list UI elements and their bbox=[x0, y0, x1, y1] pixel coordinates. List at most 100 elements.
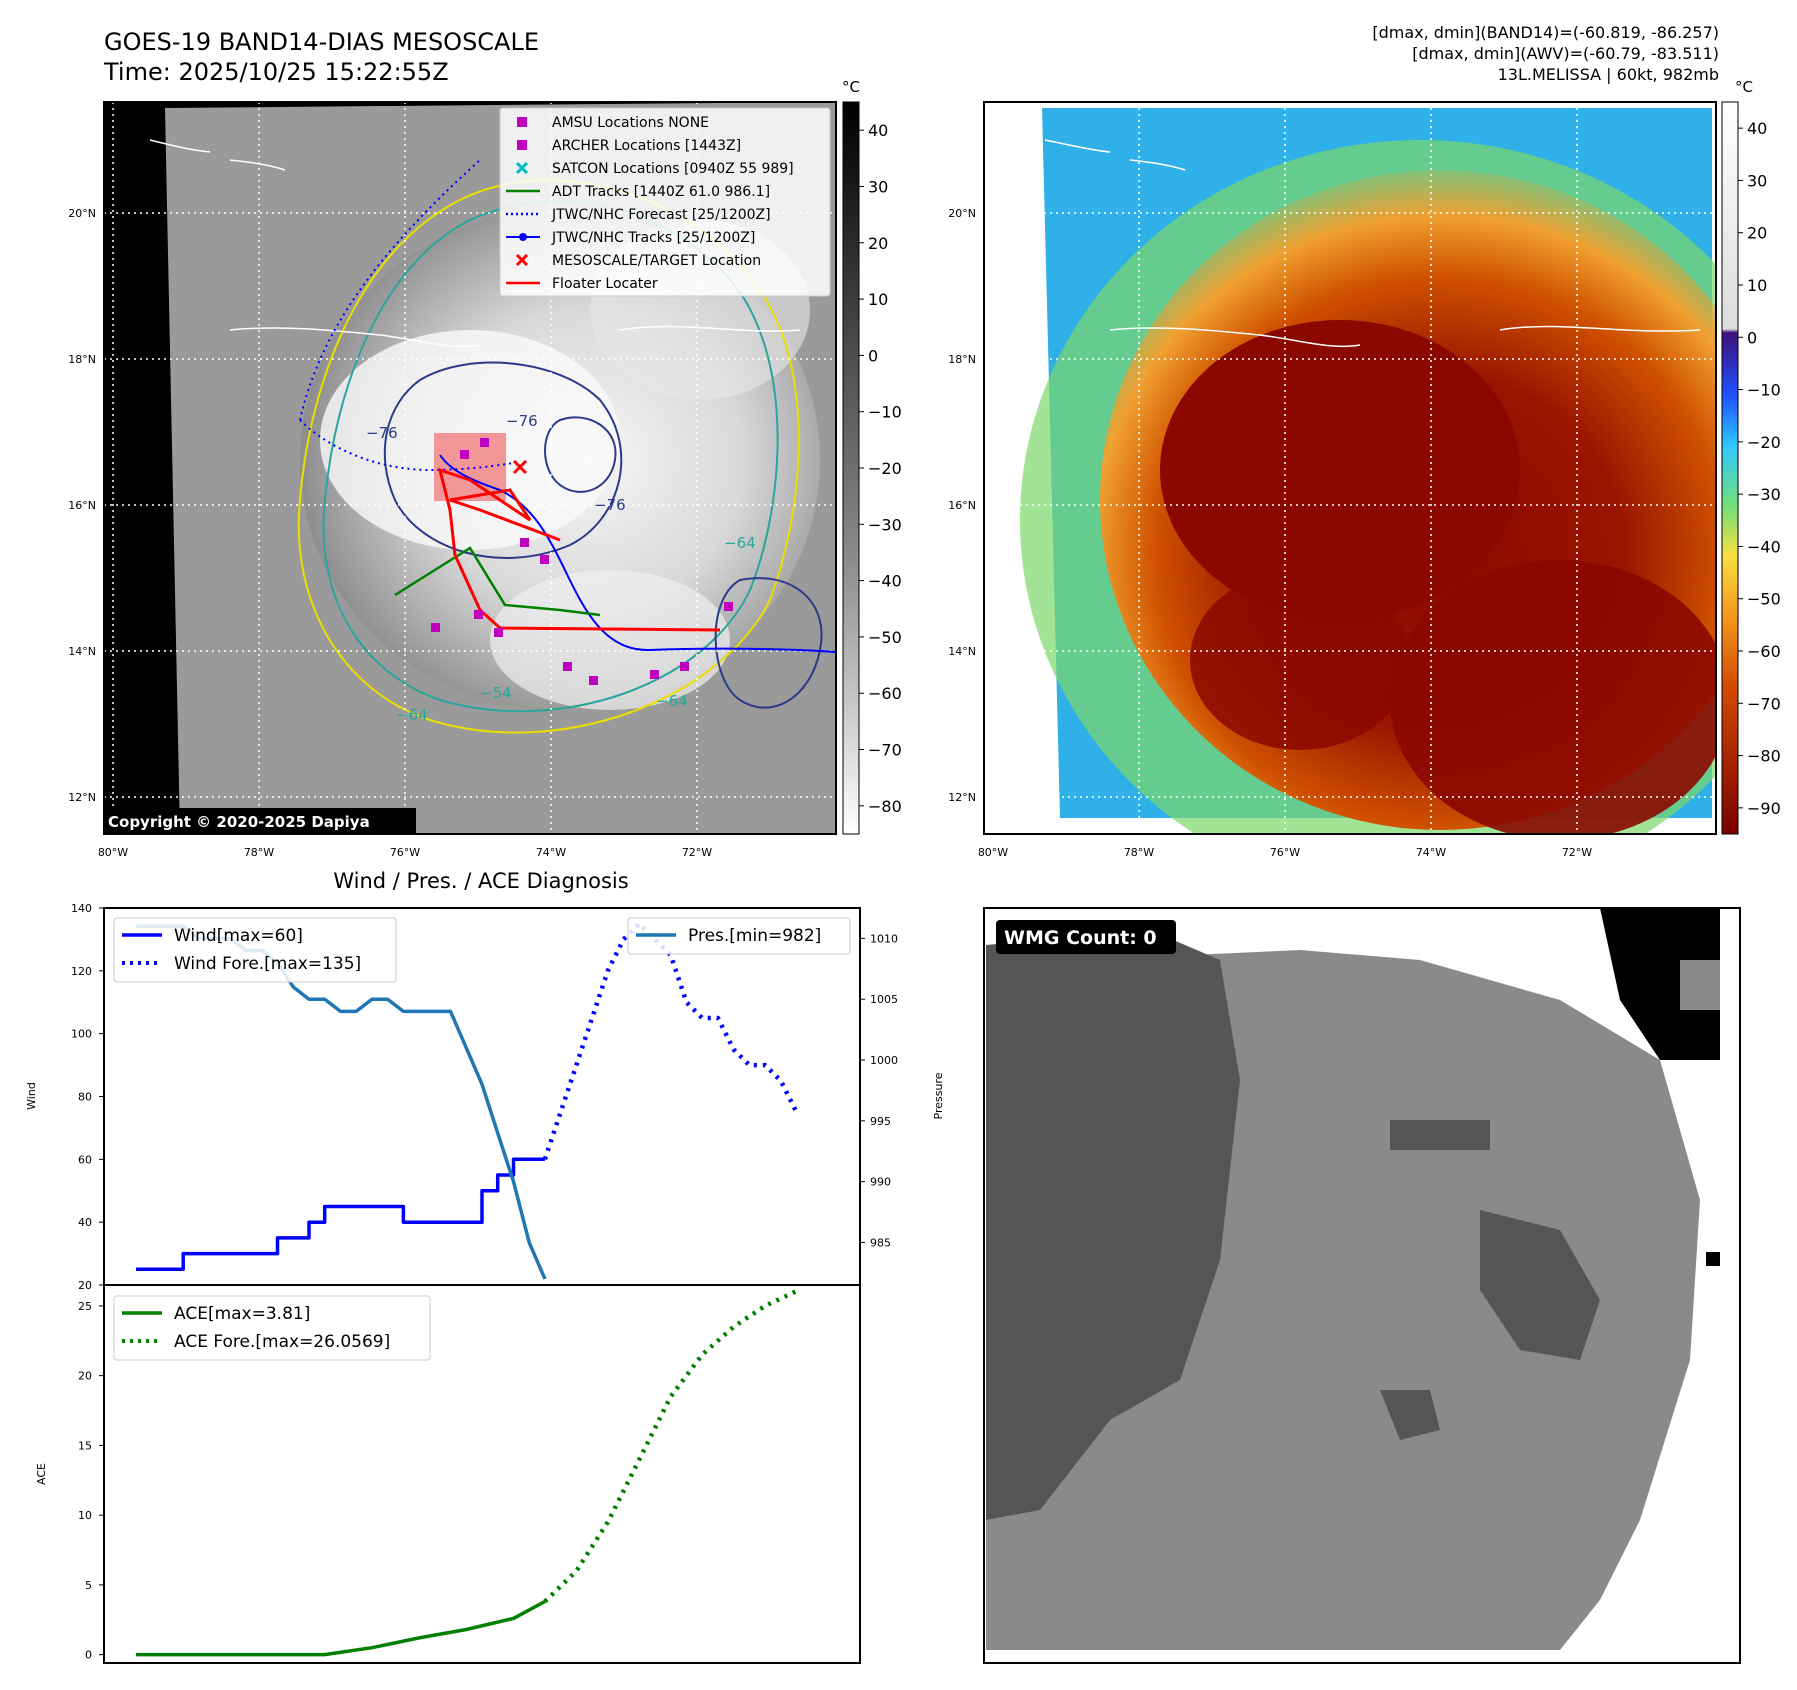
awv-coastlines bbox=[1044, 139, 1701, 348]
colorbar-tick-label: −50 bbox=[868, 628, 902, 647]
ir-colorbar: °C 40 30 20 10 0 −10 −20 −30 −40 −50 −60 −70 −80 bbox=[842, 78, 902, 835]
lon-tick: 76°W bbox=[1270, 846, 1300, 859]
y-tick-label: 20 bbox=[78, 1279, 92, 1292]
contour-dark-blue-small bbox=[544, 416, 617, 493]
lat-tick: 12°N bbox=[68, 791, 96, 804]
diagnosis-chart: Wind / Pres. / ACE Diagnosis Wind Pressu… bbox=[25, 869, 945, 1664]
colorbar-tick-label: −70 bbox=[868, 741, 902, 760]
colorbar-tick-label: 30 bbox=[1747, 171, 1767, 190]
storm-info: 13L.MELISSA | 60kt, 982mb bbox=[1497, 65, 1719, 84]
y2-tick-label: 1005 bbox=[870, 993, 898, 1006]
coastline-jamaica bbox=[229, 327, 481, 348]
lat-tick: 16°N bbox=[948, 499, 976, 512]
legend-box bbox=[499, 107, 831, 297]
coastline-cuba bbox=[1044, 139, 1186, 171]
colorbar-tick-label: 40 bbox=[868, 121, 888, 140]
y2-tick-label: 990 bbox=[870, 1176, 891, 1189]
colorbar-tick-label: −60 bbox=[1747, 642, 1781, 661]
y-tick-label: 0 bbox=[85, 1649, 92, 1662]
y-tick-label: 80 bbox=[78, 1091, 92, 1104]
lon-tick: 76°W bbox=[390, 846, 420, 859]
contour-label: −54 bbox=[480, 684, 512, 702]
wind-legend-label: Wind[max=60] bbox=[174, 926, 303, 946]
copyright-bg bbox=[104, 808, 416, 834]
x-marker-icon bbox=[515, 253, 529, 267]
y-tick-label: 100 bbox=[71, 1028, 92, 1041]
figure-stats: [dmax, dmin](BAND14)=(-60.819, -86.257) … bbox=[1372, 22, 1719, 85]
contour-label: −76 bbox=[506, 412, 538, 430]
pressure-legend-box bbox=[627, 917, 851, 955]
wmg-count-label: WMG Count: 0 bbox=[1004, 927, 1157, 949]
wmg-black-region bbox=[1600, 908, 1720, 1060]
contour-label: −64 bbox=[396, 706, 428, 724]
colorbar-tick-label: −70 bbox=[1747, 694, 1781, 713]
lon-tick: 80°W bbox=[978, 846, 1008, 859]
pressure-axis-label: Pressure bbox=[932, 1072, 945, 1119]
legend-item: MESOSCALE/TARGET Location bbox=[515, 253, 761, 269]
wmg-black-dot bbox=[1706, 1252, 1720, 1266]
legend-item: JTWC/NHC Tracks [25/1200Z] bbox=[506, 230, 755, 246]
ir-lon-ticks: 80°W 78°W 76°W 74°W 72°W bbox=[98, 846, 712, 859]
series-line-ace bbox=[136, 1599, 546, 1657]
colorbar-tick-label: 30 bbox=[868, 177, 888, 196]
legend-label: MESOSCALE/TARGET Location bbox=[552, 253, 761, 269]
coastline-jamaica bbox=[1109, 327, 1361, 348]
ace-legend-box bbox=[113, 1295, 431, 1361]
legend-label: ARCHER Locations [1443Z] bbox=[552, 138, 741, 154]
y2-tick-label: 995 bbox=[870, 1115, 891, 1128]
y2-tick-label: 985 bbox=[870, 1236, 891, 1249]
diagnosis-title: Wind / Pres. / ACE Diagnosis bbox=[333, 869, 628, 893]
wmg-gray-patch bbox=[1680, 960, 1720, 1010]
y-tick-label: 15 bbox=[78, 1439, 92, 1452]
ir-contour-labels: −76 −76 −76 −64 −64 −64 −54 bbox=[366, 412, 756, 724]
lat-tick: 18°N bbox=[948, 353, 976, 366]
wmg-panel: WMG Count: 0 bbox=[983, 907, 1741, 1664]
awv-map-frame bbox=[983, 101, 1717, 835]
lon-tick: 72°W bbox=[682, 846, 712, 859]
colorbar-tick-label: −20 bbox=[868, 459, 902, 478]
ir-legend: AMSU Locations NONE ARCHER Locations [144… bbox=[499, 107, 831, 297]
band14-stats: [dmax, dmin](BAND14)=(-60.819, -86.257) bbox=[1372, 23, 1719, 42]
colorbar-tick-label: −40 bbox=[868, 572, 902, 591]
lat-tick: 20°N bbox=[68, 207, 96, 220]
colorbar-tick-label: −80 bbox=[868, 797, 902, 816]
wmg-dark-region-north bbox=[1390, 1120, 1490, 1150]
series-line-wind bbox=[136, 1157, 545, 1272]
colorbar-tick-label: −80 bbox=[1747, 747, 1781, 766]
coastline-hispaniola bbox=[1499, 325, 1701, 332]
dot-marker-icon bbox=[519, 233, 527, 241]
lat-tick: 12°N bbox=[948, 791, 976, 804]
jtwc-track bbox=[439, 454, 836, 653]
legend-item: AMSU Locations NONE bbox=[517, 115, 709, 131]
colorbar-tick-label: −50 bbox=[1747, 590, 1781, 609]
ir-colorbar-gradient bbox=[842, 101, 860, 835]
wind-axis-label: Wind bbox=[25, 1082, 38, 1110]
y-tick-label: 10 bbox=[78, 1509, 92, 1522]
colorbar-tick-label: −30 bbox=[1747, 485, 1781, 504]
colorbar-tick-label: 40 bbox=[1747, 119, 1767, 138]
square-marker-icon bbox=[517, 117, 527, 127]
legend-item: SATCON Locations [0940Z 55 989] bbox=[515, 161, 794, 177]
figure-title: GOES-19 BAND14-DIAS MESOSCALE bbox=[104, 28, 540, 56]
colorbar-tick-label: 10 bbox=[868, 290, 888, 309]
contour-label: −64 bbox=[724, 534, 756, 552]
wind-legend: Wind[max=60] Wind Fore.[max=135] bbox=[113, 917, 397, 983]
ir-track-overlays bbox=[299, 159, 836, 685]
wind-legend-box bbox=[113, 917, 397, 983]
wmg-dark-region-east bbox=[1480, 1210, 1600, 1360]
colorbar-tick-label: −90 bbox=[1747, 799, 1781, 818]
legend-label: JTWC/NHC Tracks [25/1200Z] bbox=[551, 230, 755, 246]
legend-item: JTWC/NHC Forecast [25/1200Z] bbox=[506, 207, 771, 223]
awv-gridlines bbox=[984, 102, 1716, 834]
contour-dark-blue-east bbox=[714, 577, 823, 709]
awv-colorbar: °C 40 30 20 10 0 −10 −20 −30 −40 −50 −60 −70 −80 −90 bbox=[1721, 78, 1781, 835]
mesoscale-target-marker bbox=[512, 459, 528, 475]
contour-label: −76 bbox=[366, 424, 398, 442]
ir-lat-ticks: 20°N 18°N 16°N 14°N 12°N bbox=[68, 207, 96, 804]
lat-tick: 14°N bbox=[68, 645, 96, 658]
wmg-frame bbox=[983, 907, 1741, 1664]
contour-dark-blue-core bbox=[383, 361, 623, 559]
square-marker-icon bbox=[517, 140, 527, 150]
legend-item: ADT Tracks [1440Z 61.0 986.1] bbox=[506, 184, 770, 200]
legend-label: AMSU Locations NONE bbox=[552, 115, 709, 131]
